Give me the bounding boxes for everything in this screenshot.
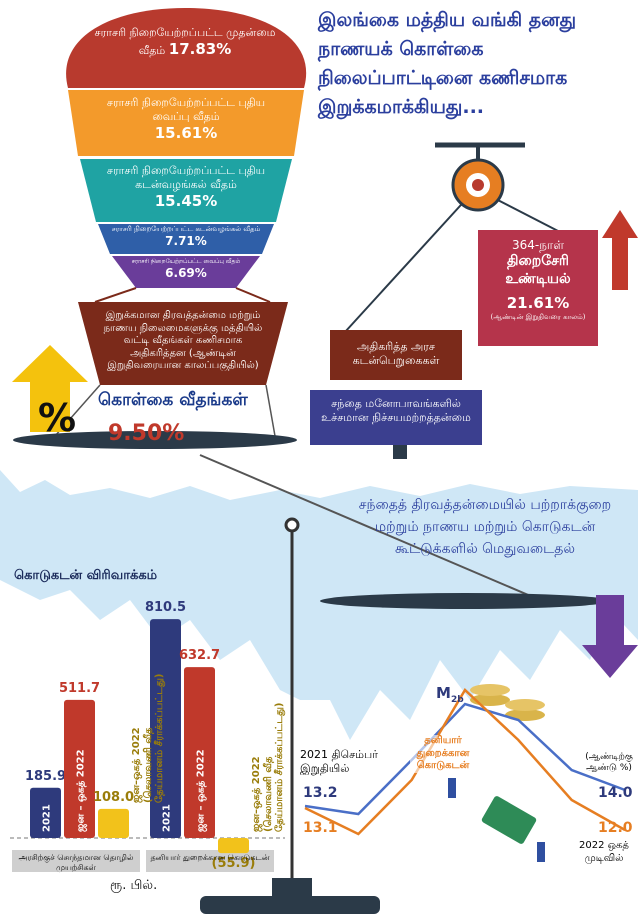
pedestal	[272, 878, 312, 896]
percent-icon: %	[38, 395, 76, 443]
rope	[266, 385, 275, 436]
string	[345, 195, 470, 332]
value: 15.45%	[155, 192, 217, 210]
bar-series-label: 2021	[162, 804, 173, 832]
rope	[95, 288, 136, 302]
value: 15.61%	[155, 124, 217, 142]
end-annotation: 2022 ஒகத் முடிவில்	[570, 840, 638, 865]
infographic: 185.9 2021 511.7 ஜன – ஒகத் 2022 108.0 810.5 20…	[0, 0, 638, 914]
rope	[236, 288, 270, 302]
value-label: 108.0	[93, 790, 134, 805]
factor: அதிகரித்த அரச கடன்பெறுகைகள்	[336, 340, 456, 368]
balloon-item: சராசரி நிறையேற்றப்பட்ட கடன்வழங்கல் வீதம்…	[100, 225, 272, 249]
series-name: M2b	[436, 684, 464, 706]
name: M	[436, 684, 451, 702]
value: 7.71%	[165, 234, 207, 248]
line-label: 13.1	[303, 820, 338, 838]
cuff	[448, 778, 456, 798]
label: சராசரி நிறையேற்றப்பட்ட புதிய கடன்வழங்கல்…	[107, 164, 265, 191]
balloon-item: சராசரி நிறையேற்றப்பட்ட வைப்பு வீதம்6.69%	[115, 258, 257, 281]
coin	[505, 699, 545, 711]
line-label: 13.2	[303, 785, 338, 803]
value: 21.61%	[480, 294, 596, 313]
right-dish	[320, 593, 610, 609]
note: (ஆண்டின் இறுதிவரை காலம்)	[480, 313, 596, 322]
label: சராசரி நிறையேற்றப்பட்ட கடன்வழங்கல் வீதம்	[112, 225, 260, 233]
subscript: 2b	[451, 695, 464, 705]
line-label: 12.0	[598, 820, 633, 838]
bar-series-label: ஜன – ஒகத் 2022	[76, 749, 88, 832]
bar-series-label: 2021	[42, 804, 53, 832]
value: 6.69%	[165, 266, 207, 280]
value-label: 632.7	[179, 648, 220, 663]
bar	[218, 838, 249, 853]
pedestal	[200, 896, 380, 914]
tenor: 364-நாள்	[480, 238, 596, 253]
pivot	[286, 519, 298, 531]
balloon-item: சராசரி நிறையேற்றப்பட்ட புதிய கடன்வழங்கல்…	[100, 164, 272, 210]
value-label: 810.5	[145, 600, 186, 615]
balloon-item: சராசரி நிறையேற்றப்பட்ட புதிய வைப்பு வீதம…	[88, 96, 284, 142]
balloon-note: இறுக்கமான திரவத்தன்மை மற்றும் நாணய நிலைம…	[95, 310, 271, 373]
bar-series-label: ஜன–ஒகத் 2022 (செலாவணி வீத தேய்மானம் சீரா…	[251, 702, 286, 832]
policy-value: 9.50%	[108, 420, 184, 448]
start-annotation: 2021 திசெம்பர் இறுதியில்	[300, 748, 380, 776]
up-arrow	[602, 210, 638, 290]
value: 17.83%	[169, 40, 231, 58]
line-label: 14.0	[598, 785, 633, 803]
bill-info: 364-நாள் திறைசேரி உண்டியல் 21.61% (ஆண்டி…	[480, 238, 596, 322]
units: (ஆண்டிற்கு ஆண்டு %)	[580, 752, 638, 775]
label: திறைசேரி உண்டியல்	[480, 253, 596, 288]
value-label: 511.7	[59, 681, 100, 696]
bar	[98, 809, 129, 838]
category-label: அரசிற்குச் சொந்தமான தொழில் முயற்சிகள்	[14, 853, 138, 873]
weight	[393, 445, 407, 459]
liquidity-note: சந்தைத் திரவத்தன்மையில் பற்றாக்குறை மற்ற…	[340, 494, 630, 560]
cuff	[537, 842, 545, 862]
value-label: 185.9	[25, 769, 66, 784]
policy-label: கொள்கை வீதங்கள்	[98, 390, 248, 411]
coin	[470, 684, 510, 696]
series-name: தனியார் துறைக்கான கொடுகடன்	[410, 735, 476, 773]
category-label: தனியார் துறைக்கான கொடுகடன்	[148, 853, 272, 863]
pendulum-core	[472, 179, 484, 191]
balloon-item: சராசரி நிறையேற்றப்பட்ட முதன்மை வீதம் 17.…	[85, 26, 285, 59]
unit-label: ரூ. பில்.	[110, 878, 157, 894]
label: சராசரி நிறையேற்றப்பட்ட வைப்பு வீதம்	[132, 258, 241, 265]
banknote	[481, 795, 538, 845]
bar-series-label: ஜன–ஒகத் 2022 (செலாவணி வீத தேய்மானம் சீரா…	[131, 673, 166, 803]
label: சராசரி நிறையேற்றப்பட்ட புதிய வைப்பு வீதம…	[107, 96, 265, 123]
bar-series-label: ஜன – ஒகத் 2022	[196, 749, 208, 832]
bar-chart-title: கொடுகடன் விரிவாக்கம்	[14, 568, 157, 584]
factor: சந்தை மனோபாவங்களில் உச்சமான நிச்சயமற்றத்…	[318, 397, 474, 425]
title: இலங்கை மத்திய வங்கி தனது நாணயக் கொள்கை ந…	[318, 6, 636, 122]
